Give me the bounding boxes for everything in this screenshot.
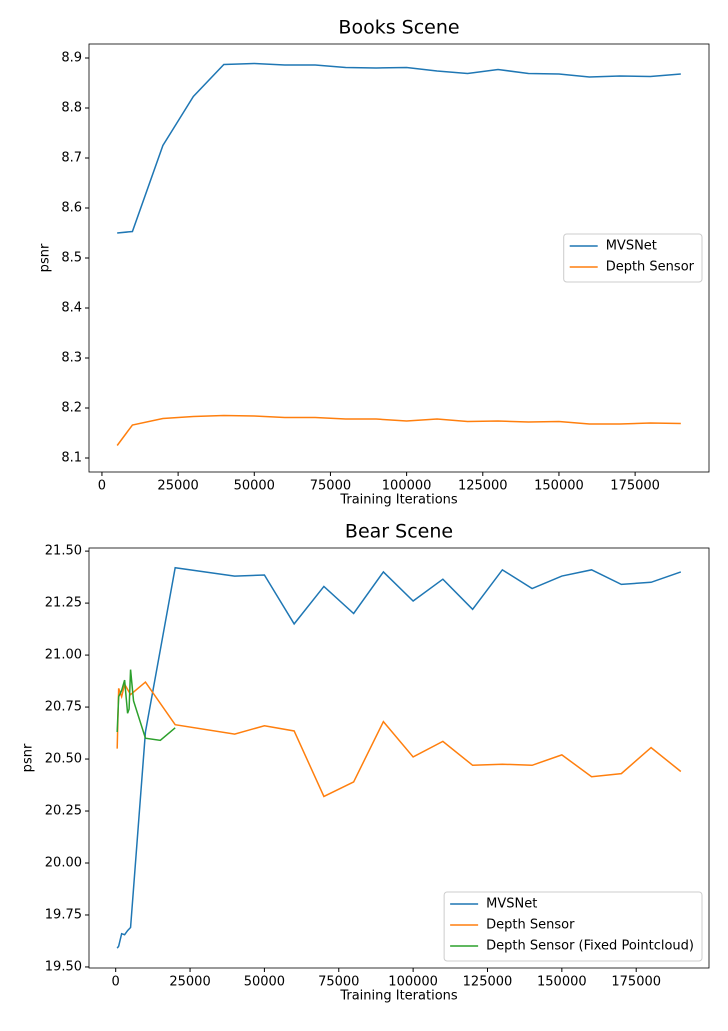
line-series bbox=[116, 566, 682, 949]
x-tick-label: 100000 bbox=[388, 975, 438, 990]
y-tick-label: 8.6 bbox=[61, 201, 82, 216]
x-tick-label: 75000 bbox=[310, 479, 351, 494]
y-tick-label: 8.7 bbox=[61, 151, 82, 166]
y-tick-label: 19.50 bbox=[45, 959, 82, 974]
y-tick-label: 8.3 bbox=[61, 351, 82, 366]
legend-frame bbox=[443, 891, 703, 962]
y-tick-label: 20.00 bbox=[45, 856, 82, 871]
line-series bbox=[116, 414, 681, 446]
y-tick-label: 21.00 bbox=[45, 648, 82, 663]
x-tick-label: 25000 bbox=[169, 975, 210, 990]
y-tick-label: 8.4 bbox=[61, 301, 82, 316]
line-series bbox=[117, 62, 681, 234]
x-tick-label: 175000 bbox=[610, 479, 660, 494]
plot-area bbox=[116, 566, 682, 949]
x-tick-label: 50000 bbox=[244, 975, 285, 990]
chart-title: Books Scene bbox=[338, 17, 459, 39]
x-tick-label: 175000 bbox=[611, 975, 661, 990]
x-tick-label: 0 bbox=[112, 975, 120, 990]
axes-frame bbox=[88, 547, 710, 969]
x-tick-label: 125000 bbox=[463, 975, 513, 990]
y-tick-label: 20.25 bbox=[45, 804, 82, 819]
x-tick-label: 150000 bbox=[534, 479, 584, 494]
y-tick-label: 8.1 bbox=[61, 451, 82, 466]
axes-frame bbox=[88, 43, 710, 473]
y-tick-label: 20.50 bbox=[45, 752, 82, 767]
chart-title: Bear Scene bbox=[345, 521, 453, 543]
y-tick-label: 21.50 bbox=[45, 544, 82, 559]
y-tick-label: 8.8 bbox=[61, 101, 82, 116]
x-tick-label: 100000 bbox=[382, 479, 432, 494]
plot-area bbox=[116, 62, 681, 446]
legend-label: Depth Sensor bbox=[486, 918, 575, 933]
x-tick-label: 75000 bbox=[318, 975, 359, 990]
legend: MVSNet Depth Sensor bbox=[563, 233, 703, 283]
legend: MVSNet Depth Sensor Depth Sensor (Fixed Po… bbox=[443, 891, 703, 962]
x-axis-label: Training Iterations bbox=[339, 493, 458, 508]
y-tick-label: 20.75 bbox=[45, 700, 82, 715]
x-tick-label: 25000 bbox=[157, 479, 198, 494]
y-tick-label: 21.25 bbox=[45, 596, 82, 611]
x-tick-label: 0 bbox=[98, 479, 106, 494]
subplot: Bear Scene 0 25000 50000 75000 100000 125000 15… bbox=[21, 521, 710, 1004]
y-tick-label: 19.75 bbox=[45, 907, 82, 922]
legend-label: MVSNet bbox=[606, 239, 657, 254]
subplot: Books Scene 0 25000 50000 75000 100000 125000 1… bbox=[38, 17, 710, 508]
x-tick-label: 150000 bbox=[537, 975, 587, 990]
x-tick-label: 125000 bbox=[458, 479, 508, 494]
line-series bbox=[116, 681, 682, 798]
y-tick-label: 8.9 bbox=[61, 51, 82, 66]
y-tick-label: 8.5 bbox=[61, 251, 82, 266]
x-axis-label: Training Iterations bbox=[339, 989, 458, 1004]
y-tick-label: 8.2 bbox=[61, 401, 82, 416]
legend-label: MVSNet bbox=[486, 897, 537, 912]
legend-label: Depth Sensor bbox=[606, 260, 695, 275]
x-tick-label: 50000 bbox=[234, 479, 275, 494]
line-series bbox=[116, 669, 176, 742]
legend-frame bbox=[563, 233, 703, 283]
y-axis-label: psnr bbox=[21, 743, 36, 772]
legend-label: Depth Sensor (Fixed Pointcloud) bbox=[486, 939, 694, 954]
y-axis-label: psnr bbox=[38, 243, 53, 272]
